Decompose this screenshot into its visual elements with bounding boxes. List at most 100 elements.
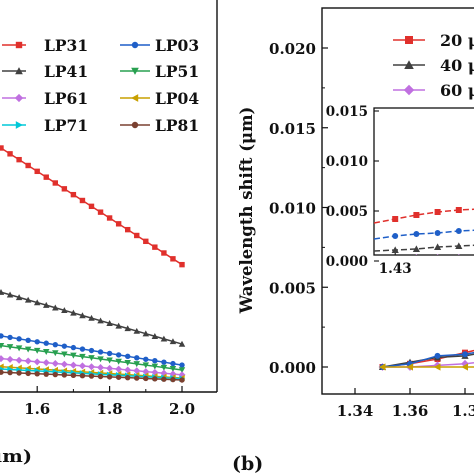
data-point <box>70 309 77 316</box>
data-point <box>161 376 167 382</box>
legend-label: 40 μ <box>440 56 474 75</box>
data-point <box>115 221 122 227</box>
data-point <box>0 145 4 151</box>
data-point <box>0 333 4 339</box>
inset-y-tick-label: 0.005 <box>326 204 368 220</box>
inset-plot-area <box>374 207 474 265</box>
legend-marker <box>131 121 139 129</box>
data-point <box>179 362 185 368</box>
data-point <box>51 359 59 367</box>
data-point <box>170 360 176 367</box>
inset-data-point <box>434 257 441 264</box>
inset-data-point <box>434 258 441 265</box>
data-point <box>43 371 49 377</box>
data-point <box>34 371 40 377</box>
inset-series-1 <box>374 228 474 240</box>
data-point <box>461 363 468 371</box>
inset-series-2 <box>374 242 474 253</box>
inset-data-point <box>391 246 399 253</box>
data-point <box>133 327 140 334</box>
data-point <box>6 291 14 298</box>
inset-series-line <box>374 258 474 259</box>
data-point <box>152 376 158 382</box>
legend-entry-lp04: LP04 <box>120 89 199 108</box>
data-point <box>179 377 185 383</box>
data-point <box>24 346 32 353</box>
data-point <box>69 361 77 369</box>
data-point <box>6 344 14 351</box>
data-point <box>33 347 41 354</box>
data-point <box>461 359 469 368</box>
legend-marker <box>405 36 413 44</box>
data-point <box>134 232 140 239</box>
inset-chart: 0.000 0.005 0.010 0.015 1.43 <box>326 104 474 277</box>
data-point <box>178 367 186 374</box>
data-point <box>61 351 68 358</box>
data-point <box>142 330 150 337</box>
data-point <box>34 339 40 345</box>
data-point <box>61 343 68 349</box>
data-point <box>151 363 159 370</box>
data-point <box>169 366 177 372</box>
data-point <box>24 357 32 365</box>
data-point <box>43 349 50 355</box>
data-point <box>7 334 13 341</box>
data-point <box>43 301 50 308</box>
inset-x-tick-label: 1.43 <box>379 261 412 277</box>
panel-a-chart: 1.6 1.8 2.0 n (μm) LP31 LP03 LP41 LP51 LP61 LP04 L… <box>0 0 218 467</box>
data-point <box>15 345 23 352</box>
data-point <box>70 191 77 198</box>
data-point <box>143 375 149 382</box>
x-tick-label: 1.34 <box>337 402 374 420</box>
data-point <box>25 370 31 377</box>
data-point <box>125 226 131 233</box>
data-point <box>97 349 104 355</box>
data-point <box>0 355 5 363</box>
x-tick-label: 2.0 <box>169 400 195 418</box>
series-b-4 <box>378 363 474 371</box>
legend-marker <box>15 67 23 75</box>
legend-label: 60 μ <box>440 81 474 100</box>
data-point <box>161 250 167 256</box>
data-point <box>124 359 131 366</box>
inset-series-0 <box>374 207 474 224</box>
inset-data-point <box>413 258 420 265</box>
data-point <box>433 363 441 371</box>
data-point <box>106 357 113 364</box>
data-point <box>79 353 86 360</box>
inset-data-point <box>413 212 420 218</box>
data-point <box>79 197 86 204</box>
y-axis-label: Wavelength shift (μm) <box>237 107 256 315</box>
data-point <box>406 363 413 371</box>
data-point <box>124 325 131 332</box>
data-point <box>170 376 176 383</box>
data-point <box>434 352 441 359</box>
legend-label: LP81 <box>155 116 199 135</box>
data-point <box>178 340 186 347</box>
legend-entry-lp03: LP03 <box>120 36 199 55</box>
data-point <box>88 314 95 321</box>
data-point <box>79 346 86 352</box>
data-point <box>0 369 4 375</box>
data-point <box>43 340 49 346</box>
legend-entry-lp71: LP71 <box>2 116 88 135</box>
data-point <box>79 312 86 319</box>
inset-data-point <box>434 209 441 215</box>
inset-data-point <box>455 242 463 249</box>
data-point <box>125 353 131 360</box>
data-point <box>97 373 104 380</box>
legend-label: 20 μ <box>440 31 474 50</box>
data-point <box>169 338 177 345</box>
x-tick-label: 1.8 <box>97 400 123 418</box>
inset-data-point <box>457 254 460 255</box>
legend-label: LP51 <box>155 62 199 81</box>
inset-data-point <box>455 257 462 264</box>
series-lp41 <box>0 288 186 347</box>
panel-b-label: (b) <box>232 453 263 474</box>
data-point <box>25 162 31 169</box>
data-point <box>79 373 86 379</box>
x-tick-label: 1.3 <box>452 402 474 420</box>
inset-data-point <box>412 245 420 252</box>
data-point <box>462 351 468 358</box>
legend-entry-lp51: LP51 <box>120 62 199 81</box>
